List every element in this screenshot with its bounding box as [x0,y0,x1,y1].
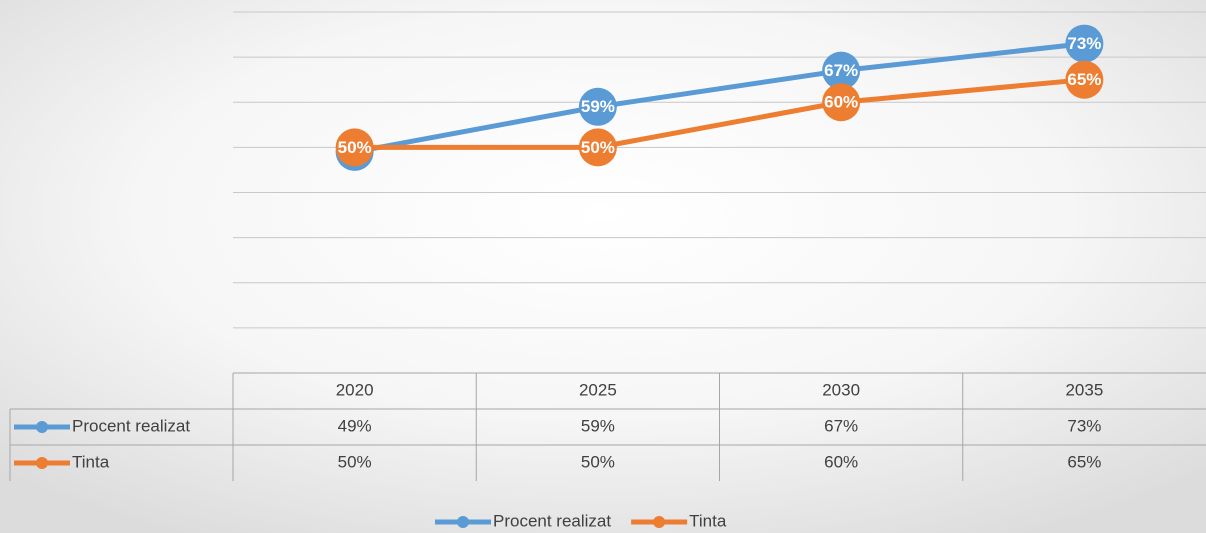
data-label: 50% [581,138,615,157]
legend-key [653,516,666,528]
series-line [354,41,1085,155]
table-cell: 49% [338,416,372,435]
table-cell: 50% [338,452,372,471]
marker [335,128,374,167]
row-label: Procent realizat [72,416,190,435]
table-cell: 65% [1067,452,1101,471]
data-label: 59% [581,97,615,116]
data-label: 67% [824,61,858,80]
x-tick-label: 2035 [1065,380,1103,399]
table-cell: 50% [581,452,615,471]
legend-label: Procent realizat [493,511,611,530]
data-label: 50% [338,138,372,157]
marker [578,87,617,126]
data-label: 73% [1067,34,1101,53]
x-tick-label: 2020 [336,380,374,399]
data-label: 60% [824,93,858,112]
table-cell: 60% [824,452,858,471]
marker [822,51,861,90]
table-cell: 67% [824,416,858,435]
legend-label: Tinta [689,511,727,530]
x-tick-label: 2025 [579,380,617,399]
x-tick-label: 2030 [822,380,860,399]
marker [578,128,617,167]
table-cell: 73% [1067,416,1101,435]
marker [1065,60,1104,99]
data-label: 65% [1067,70,1101,89]
row-label: Tinta [72,452,110,471]
legend-key [457,516,469,528]
table-legend-key [36,457,48,469]
table-cell: 59% [581,416,615,435]
series-line [354,77,1085,150]
table-legend-key [36,421,48,433]
marker [822,83,861,122]
marker [1065,24,1104,63]
